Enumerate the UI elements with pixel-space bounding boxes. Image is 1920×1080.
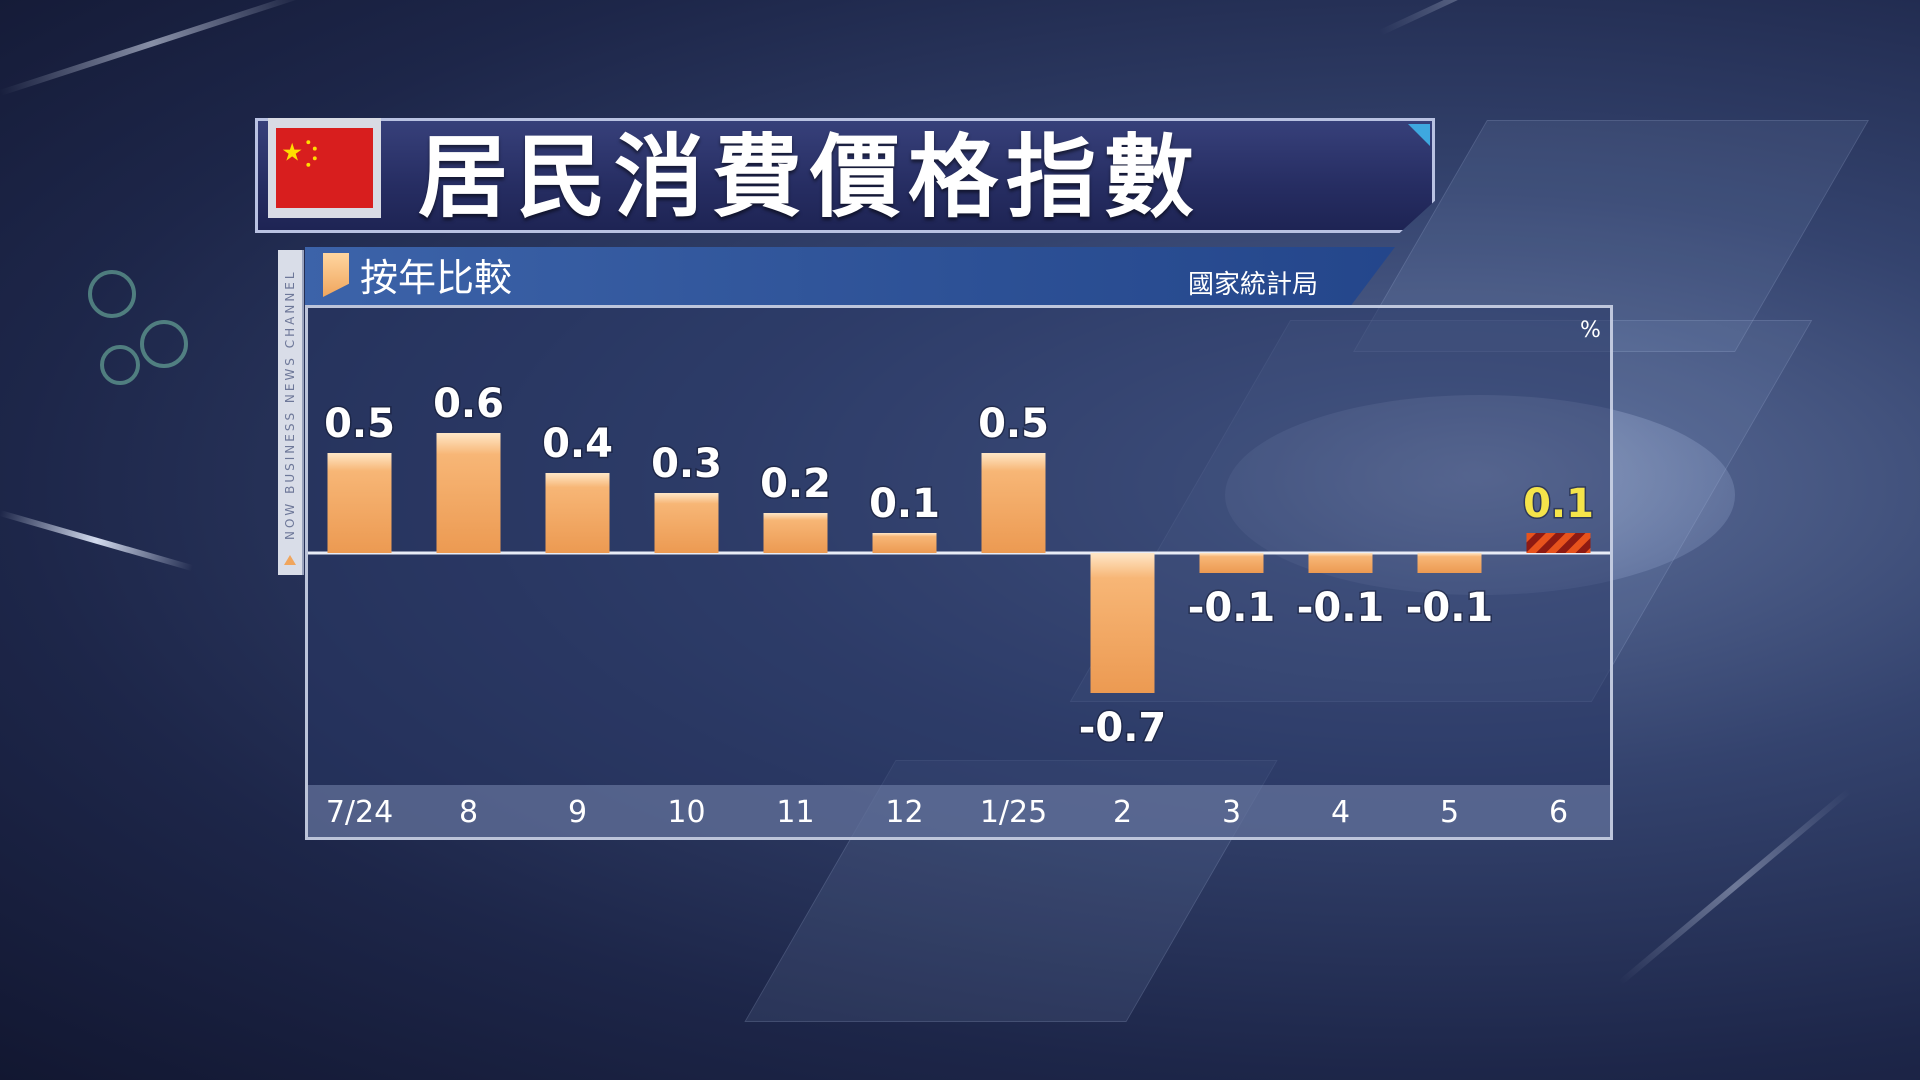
bar-9 bbox=[1308, 553, 1373, 573]
x-tick-label-6: 1/25 bbox=[980, 795, 1047, 830]
subtitle-banner bbox=[305, 247, 1395, 305]
data-label-9: -0.1 bbox=[1297, 585, 1384, 631]
x-tick-label-9: 4 bbox=[1331, 795, 1350, 830]
bar-7 bbox=[1090, 553, 1155, 693]
data-label-3: 0.3 bbox=[651, 441, 722, 487]
chart-panel bbox=[305, 305, 1613, 840]
data-label-0: 0.5 bbox=[324, 401, 395, 447]
bar-4 bbox=[763, 513, 828, 553]
unit-label: % bbox=[1580, 318, 1601, 343]
bar-11 bbox=[1526, 533, 1591, 553]
x-tick-label-0: 7/24 bbox=[326, 795, 393, 830]
x-tick-label-11: 6 bbox=[1549, 795, 1568, 830]
data-label-4: 0.2 bbox=[760, 461, 831, 507]
bar-3 bbox=[654, 493, 719, 553]
x-tick-label-8: 3 bbox=[1222, 795, 1241, 830]
bar-2 bbox=[545, 473, 610, 553]
x-tick-label-7: 2 bbox=[1113, 795, 1132, 830]
title-corner-accent bbox=[1408, 124, 1430, 146]
bar-10 bbox=[1417, 553, 1482, 573]
data-label-2: 0.4 bbox=[542, 421, 613, 467]
data-label-8: -0.1 bbox=[1188, 585, 1275, 631]
data-label-7: -0.7 bbox=[1079, 705, 1166, 751]
data-label-1: 0.6 bbox=[433, 381, 504, 427]
bar-6 bbox=[981, 453, 1046, 553]
title-banner bbox=[255, 118, 1435, 233]
chart-subtitle: 按年比較 bbox=[360, 256, 513, 300]
data-label-5: 0.1 bbox=[869, 481, 940, 527]
bar-5 bbox=[872, 533, 937, 553]
x-tick-label-5: 12 bbox=[885, 795, 923, 830]
side-tag-triangle-icon bbox=[284, 555, 296, 565]
bar-8 bbox=[1199, 553, 1264, 573]
data-label-6: 0.5 bbox=[978, 401, 1049, 447]
x-tick-label-3: 10 bbox=[667, 795, 705, 830]
x-tick-label-1: 8 bbox=[459, 795, 478, 830]
data-source: 國家統計局 bbox=[1188, 270, 1319, 300]
china-flag-icon bbox=[268, 118, 381, 218]
x-tick-label-4: 11 bbox=[776, 795, 814, 830]
bar-0 bbox=[327, 453, 392, 553]
x-axis-strip bbox=[308, 785, 1610, 837]
x-tick-label-10: 5 bbox=[1440, 795, 1459, 830]
x-tick-label-2: 9 bbox=[568, 795, 587, 830]
chart-title: 居民消費價格指數 bbox=[418, 125, 1202, 230]
data-label-11: 0.1 bbox=[1523, 481, 1594, 527]
data-label-10: -0.1 bbox=[1406, 585, 1493, 631]
channel-side-tag bbox=[278, 250, 304, 575]
bar-1 bbox=[436, 433, 501, 553]
